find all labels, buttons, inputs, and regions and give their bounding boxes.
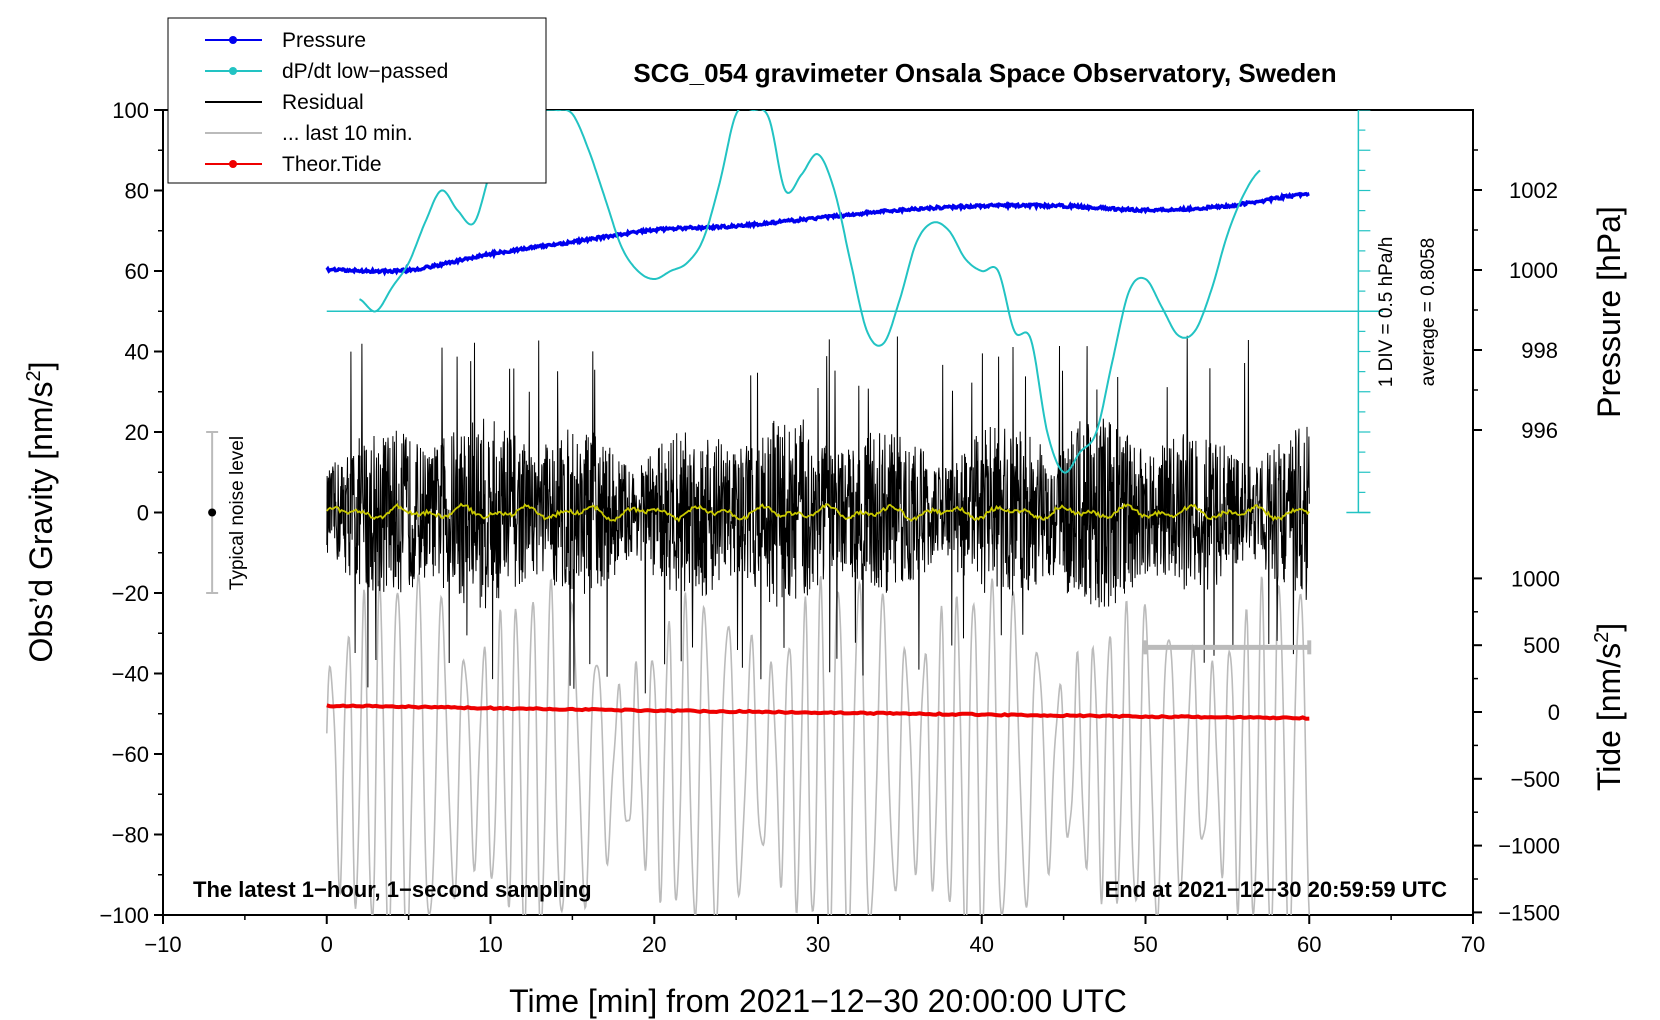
x-axis-title: Time [min] from 2021−12−30 20:00:00 UTC xyxy=(509,983,1127,1019)
y-tick-label: −40 xyxy=(112,662,149,687)
chart-title: SCG_054 gravimeter Onsala Space Observat… xyxy=(633,58,1336,88)
tide-tick-label: −1500 xyxy=(1498,900,1560,925)
pressure-tick-label: 996 xyxy=(1521,418,1558,443)
legend: Pressure dP/dt low−passed Residual ... last… xyxy=(167,17,547,184)
note-end-time: End at 2021−12−30 20:59:59 UTC xyxy=(1105,877,1448,902)
x-tick-label: 0 xyxy=(321,932,333,957)
x-tick-label: 40 xyxy=(970,932,994,957)
y-tick-label: 20 xyxy=(125,420,149,445)
x-tick-label: 10 xyxy=(478,932,502,957)
legend-label: dP/dt low−passed xyxy=(282,60,448,83)
y-tick-label: 40 xyxy=(125,340,149,365)
tide-tick-label: 500 xyxy=(1523,633,1560,658)
y-axis-title-tide: Tide [nm/s2] xyxy=(1591,623,1627,791)
legend-label: Pressure xyxy=(282,29,366,52)
series-residual xyxy=(326,335,1310,694)
x-tick-label: 30 xyxy=(806,932,830,957)
series-theor-tide xyxy=(326,703,1310,721)
pressure-tick-label: 998 xyxy=(1521,338,1558,363)
y-tick-label: −80 xyxy=(112,823,149,848)
tide-tick-label: 1000 xyxy=(1511,566,1560,591)
series-residual-smoothed xyxy=(326,502,1310,523)
legend-label: ... last 10 min. xyxy=(282,122,413,145)
y-axis-title-left: Obs’d Gravity [nm/s2] xyxy=(23,362,59,663)
dpdt-average-label: average = 0.8058 xyxy=(1418,238,1439,386)
noise-level-dot xyxy=(208,508,217,517)
note-sampling: The latest 1−hour, 1−second sampling xyxy=(193,877,592,902)
tide-tick-label: 0 xyxy=(1548,700,1560,725)
y-tick-label: −20 xyxy=(112,581,149,606)
y-tick-label: 80 xyxy=(125,179,149,204)
legend-label: Theor.Tide xyxy=(282,153,382,176)
dpdt-scale-label: 1 DIV = 0.5 hPa/h xyxy=(1376,237,1397,388)
legend-swatch-marker xyxy=(229,36,237,44)
x-tick-label: 20 xyxy=(642,932,666,957)
legend-box xyxy=(167,17,547,184)
tide-tick-label: −1000 xyxy=(1498,834,1560,859)
noise-level-label: Typical noise level xyxy=(227,436,248,590)
pressure-tick-label: 1000 xyxy=(1509,258,1558,283)
x-tick-label: 70 xyxy=(1461,932,1485,957)
pressure-tick-label: 1002 xyxy=(1509,178,1558,203)
x-tick-label: 60 xyxy=(1297,932,1321,957)
y-tick-label: 0 xyxy=(137,501,149,526)
legend-swatch-marker xyxy=(229,160,237,168)
y-tick-label: 100 xyxy=(112,98,149,123)
legend-swatch-marker xyxy=(229,67,237,75)
y-tick-label: −60 xyxy=(112,742,149,767)
x-tick-label: 50 xyxy=(1133,932,1157,957)
series-pressure xyxy=(325,191,1310,277)
series-last-10-min xyxy=(326,571,1311,915)
y-tick-label: −100 xyxy=(99,903,149,928)
tide-tick-label: −500 xyxy=(1510,767,1560,792)
y-tick-label: 60 xyxy=(125,259,149,284)
x-tick-label: −10 xyxy=(144,932,181,957)
y-axis-title-pressure: Pressure [hPa] xyxy=(1591,206,1627,418)
legend-label: Residual xyxy=(282,91,364,114)
